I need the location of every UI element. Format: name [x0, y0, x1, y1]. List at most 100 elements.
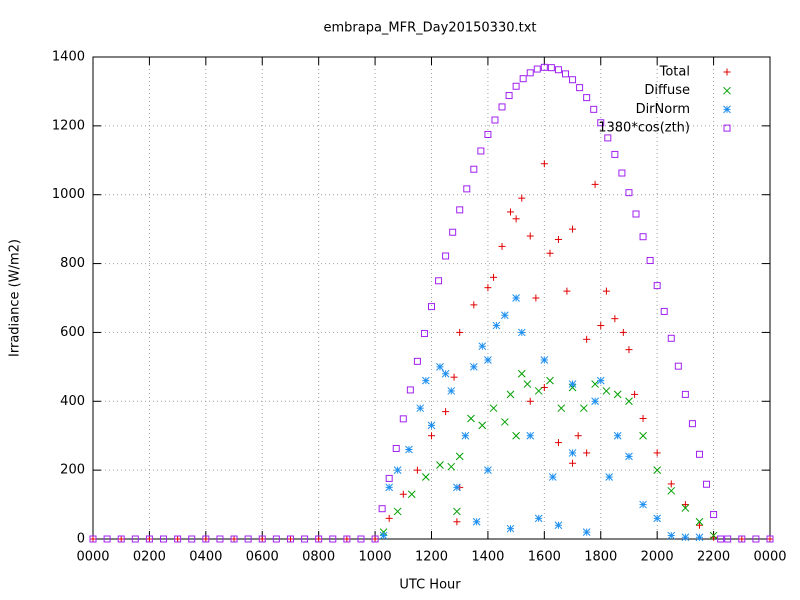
x-tick-label: 0400 — [189, 550, 222, 565]
point — [301, 535, 309, 543]
point — [625, 452, 633, 461]
point — [517, 328, 526, 337]
point — [447, 387, 456, 395]
point — [561, 70, 569, 78]
point — [554, 439, 562, 447]
x-tick-label: 2000 — [641, 550, 674, 565]
point — [554, 235, 562, 243]
point — [611, 150, 619, 158]
point — [512, 215, 520, 223]
point — [519, 75, 527, 83]
point — [484, 466, 492, 474]
point — [453, 507, 461, 516]
point — [498, 103, 506, 111]
point — [188, 535, 196, 543]
point — [681, 390, 689, 398]
point — [436, 461, 444, 469]
point — [428, 303, 435, 311]
point — [484, 130, 492, 138]
point — [286, 535, 294, 543]
point — [472, 517, 481, 526]
point — [653, 282, 661, 290]
point — [392, 444, 400, 452]
point — [453, 518, 461, 526]
point — [117, 535, 125, 543]
y-tick-label: 600 — [60, 325, 85, 340]
point — [405, 445, 413, 454]
point — [484, 284, 492, 292]
point — [646, 256, 654, 264]
point — [470, 165, 478, 173]
point — [667, 486, 676, 495]
point — [385, 474, 393, 482]
point — [399, 415, 407, 423]
point — [393, 466, 402, 474]
x-tick-label: 0800 — [302, 550, 335, 565]
y-tick-label: 1000 — [52, 187, 85, 202]
legend-label: 1380*cos(zth) — [598, 121, 690, 136]
point — [449, 228, 457, 236]
point — [512, 294, 520, 302]
point — [455, 452, 464, 461]
point — [546, 376, 554, 385]
point — [343, 535, 351, 543]
point — [422, 473, 430, 481]
point — [681, 501, 689, 509]
point — [717, 535, 725, 543]
point — [89, 535, 97, 543]
point — [579, 404, 588, 413]
point — [435, 277, 443, 285]
point — [602, 287, 610, 295]
x-tick-label: 0000 — [76, 550, 109, 565]
x-tick-label: 2200 — [697, 550, 730, 565]
x-tick-label: 0000 — [753, 550, 786, 565]
point — [160, 535, 168, 543]
point — [752, 535, 760, 543]
point — [512, 82, 520, 90]
point — [563, 287, 571, 295]
point — [583, 449, 591, 457]
point — [534, 514, 543, 523]
point — [619, 328, 627, 336]
point — [420, 329, 428, 337]
point — [667, 334, 675, 342]
point — [695, 521, 703, 529]
point — [596, 376, 605, 385]
point — [569, 76, 577, 84]
point — [470, 301, 478, 309]
point — [583, 94, 591, 102]
point — [506, 208, 514, 216]
point — [500, 418, 509, 426]
point — [230, 535, 238, 543]
x-tick-label: 1200 — [415, 550, 448, 565]
legend-label: DirNorm — [636, 102, 690, 117]
point — [738, 535, 746, 543]
point — [613, 431, 622, 440]
point — [343, 535, 351, 543]
point — [604, 134, 612, 142]
point — [453, 483, 461, 492]
legend-marker — [723, 124, 731, 132]
legend-marker — [723, 68, 731, 76]
point — [371, 535, 379, 543]
point — [117, 535, 125, 543]
point — [467, 414, 475, 423]
point — [517, 369, 526, 378]
point — [540, 356, 549, 364]
point — [557, 404, 566, 413]
y-tick-label: 1200 — [52, 118, 85, 133]
point — [568, 380, 577, 388]
point — [534, 387, 543, 395]
point — [526, 69, 534, 77]
point — [145, 535, 153, 543]
point — [546, 249, 554, 257]
point — [436, 363, 444, 371]
point — [653, 449, 661, 457]
point — [406, 386, 414, 394]
point — [710, 533, 718, 541]
point — [174, 535, 182, 543]
point — [653, 514, 662, 523]
x-tick-label: 1800 — [584, 550, 617, 565]
point — [639, 431, 647, 440]
